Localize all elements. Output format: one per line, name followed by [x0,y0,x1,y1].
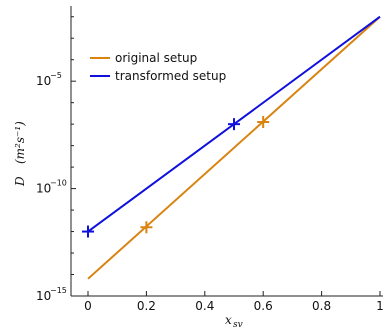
y-tick-label-exponent: −15 [50,286,67,295]
x-axis-ticks: 0 0.2 0.4 0.6 0.8 1 [84,291,384,313]
series-line-original-setup [87,15,381,280]
y-tick-label-exponent: −10 [50,179,67,188]
x-tick-label: 0.6 [254,299,273,313]
legend-label-transformed-setup: transformed setup [115,69,226,83]
data-point-marker-transformed-setup [82,225,94,238]
x-axis-label-main: x [225,313,232,327]
series-layer [82,15,381,280]
y-tick-label: 10 [36,182,51,196]
x-tick-label: 0 [84,299,92,313]
data-point-marker-original-setup [257,116,270,128]
y-axis-label-symbol: D [13,176,27,187]
y-tick-label: 10 [36,74,51,88]
x-axis-label-subscript: sv [233,320,243,330]
x-tick-label: 1 [376,299,384,313]
legend: original setup transformed setup [90,51,226,83]
x-axis-label: x sv [225,313,243,330]
x-tick-label: 0.8 [312,299,331,313]
y-axis-label-unit: (m²s⁻¹) [13,121,27,164]
legend-label-original-setup: original setup [115,51,197,65]
y-tick-label: 10 [36,289,51,303]
y-tick-label-exponent: −5 [50,71,62,80]
x-tick-label: 0.2 [137,299,156,313]
y-axis-label: D (m²s⁻¹) [13,121,27,187]
data-point-marker-original-setup [140,221,153,234]
data-point-marker-transformed-setup [228,118,240,131]
x-tick-label: 0.4 [195,299,214,313]
